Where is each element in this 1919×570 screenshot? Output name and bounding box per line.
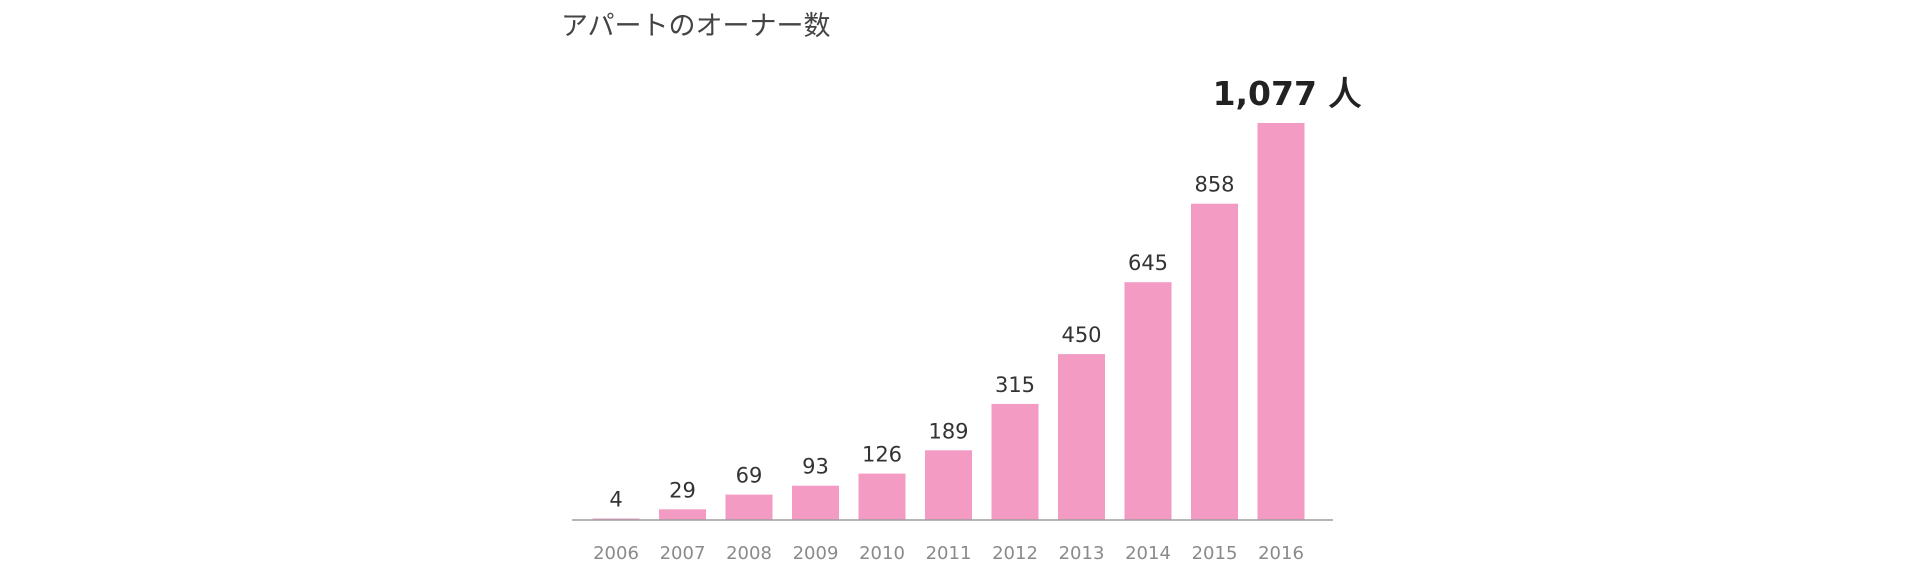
bar-2009 <box>792 485 839 520</box>
bar-2016 <box>1257 123 1305 520</box>
value-labels-group: 4 29 69 93 126 189 315 450 645 858 1,077 人 <box>609 74 1361 512</box>
value-label-2012: 315 <box>995 373 1035 397</box>
x-tick-label-2006: 2006 <box>593 543 639 564</box>
bar-2013 <box>1058 354 1105 520</box>
x-tick-label-2010: 2010 <box>859 543 905 564</box>
x-tick-label-2014: 2014 <box>1125 543 1171 564</box>
value-label-2016: 1,077 人 <box>1213 74 1362 113</box>
chart-title: アパートのオーナー数 <box>561 11 830 42</box>
bar-2012 <box>991 403 1039 520</box>
bar-2010 <box>858 473 906 520</box>
x-tick-label-2008: 2008 <box>726 543 772 564</box>
bar-2014 <box>1124 282 1172 520</box>
x-tick-label-2009: 2009 <box>793 543 839 564</box>
value-label-2006: 4 <box>609 488 622 512</box>
value-label-2015: 858 <box>1194 173 1234 197</box>
x-tick-label-2015: 2015 <box>1192 543 1238 564</box>
value-label-2007: 29 <box>669 478 696 502</box>
x-tick-label-2012: 2012 <box>992 543 1038 564</box>
x-tick-label-2016: 2016 <box>1258 543 1304 564</box>
bar-2008 <box>725 494 773 520</box>
x-tick-label-2011: 2011 <box>926 543 972 564</box>
x-tick-label-2007: 2007 <box>660 543 706 564</box>
value-label-2013: 450 <box>1061 323 1101 347</box>
x-tick-label-2013: 2013 <box>1059 543 1105 564</box>
value-label-2009: 93 <box>802 455 829 479</box>
value-label-2014: 645 <box>1128 251 1168 275</box>
x-tick-labels-group: 2006 2007 2008 2009 2010 2011 2012 2013 2014 2015… <box>593 543 1304 564</box>
bars-group <box>592 123 1305 520</box>
value-label-2008: 69 <box>736 464 763 488</box>
value-label-2011: 189 <box>928 419 968 443</box>
bar-2007 <box>659 509 706 520</box>
value-label-2010: 126 <box>862 443 902 467</box>
bar-2011 <box>925 450 972 520</box>
bar-2015 <box>1191 203 1238 520</box>
